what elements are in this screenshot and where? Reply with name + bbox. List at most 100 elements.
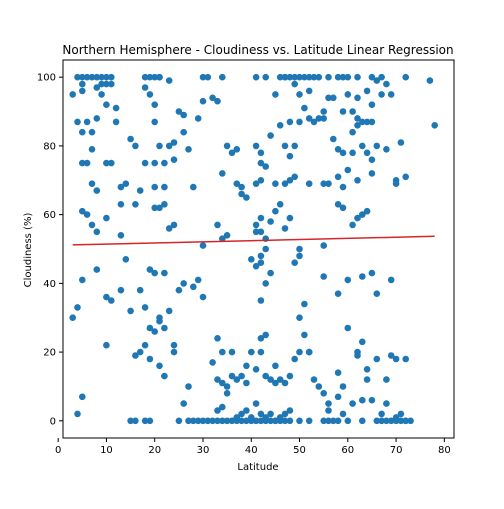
scatter-point: [387, 417, 395, 425]
scatter-point: [79, 87, 86, 95]
scatter-point: [291, 173, 299, 181]
scatter-point: [223, 232, 231, 239]
scatter-point: [378, 417, 385, 425]
scatter-point: [257, 159, 265, 167]
scatter-point: [74, 410, 81, 418]
scatter-point: [272, 207, 279, 215]
scatter-point: [320, 273, 328, 280]
scatter-point: [330, 94, 337, 102]
scatter-point: [291, 355, 299, 363]
scatter-point: [151, 73, 158, 81]
scatter-point: [325, 180, 332, 187]
scatter-point: [339, 108, 347, 115]
scatter-point: [117, 201, 125, 208]
scatter-point: [161, 372, 168, 380]
scatter-point: [190, 417, 197, 425]
scatter-point: [170, 139, 178, 146]
scatter-point: [117, 286, 125, 294]
scatter-point: [151, 159, 158, 167]
scatter-point: [305, 87, 313, 95]
scatter-point: [383, 400, 390, 407]
scatter-point: [199, 242, 207, 249]
scatter-point: [359, 396, 366, 404]
scatter-point: [214, 221, 221, 229]
scatter-point: [161, 159, 168, 167]
scatter-point: [349, 149, 356, 157]
scatter-point: [127, 307, 134, 315]
scatter-point: [141, 159, 149, 167]
scatter-point: [238, 410, 245, 418]
scatter-point: [276, 122, 284, 129]
scatter-point: [344, 91, 352, 98]
scatter-point: [373, 290, 381, 298]
scatter-point: [132, 352, 139, 359]
scatter-point: [74, 304, 81, 311]
scatter-point: [305, 73, 313, 81]
scatter-point: [320, 242, 328, 249]
scatter-point: [79, 276, 86, 284]
scatter-point: [88, 128, 96, 136]
scatter-point: [252, 73, 260, 81]
scatter-point: [108, 80, 115, 88]
scatter-point: [170, 156, 178, 163]
scatter-point: [407, 417, 414, 425]
y-tick-label: 20: [43, 348, 56, 359]
scatter-point: [334, 290, 342, 298]
scatter-point: [310, 376, 318, 383]
scatter-point: [165, 142, 173, 150]
scatter-point: [209, 359, 216, 366]
scatter-point: [175, 417, 183, 425]
scatter-point: [320, 390, 328, 397]
scatter-point: [161, 324, 168, 332]
scatter-point: [257, 177, 265, 184]
scatter-point: [180, 400, 187, 407]
scatter-point: [383, 376, 390, 383]
scatter-point: [156, 73, 163, 81]
scatter-point: [363, 118, 371, 126]
scatter-point: [219, 73, 226, 81]
scatter-point: [354, 214, 361, 222]
scatter-point: [296, 417, 303, 425]
x-tick-label: 10: [100, 445, 113, 456]
scatter-point: [165, 225, 173, 232]
scatter-point: [223, 383, 231, 390]
scatter-point: [387, 352, 395, 359]
scatter-point: [219, 403, 226, 411]
scatter-point: [161, 269, 168, 277]
y-tick-label: 60: [43, 210, 56, 221]
scatter-point: [122, 255, 130, 263]
x-tick-label: 40: [245, 445, 258, 456]
scatter-point: [214, 97, 221, 105]
scatter-point: [267, 376, 274, 383]
scatter-point: [156, 142, 163, 150]
scatter-point: [136, 286, 144, 294]
scatter-point: [315, 73, 323, 81]
scatter-point: [267, 417, 274, 425]
scatter-point: [88, 221, 96, 229]
scatter-point: [354, 94, 361, 102]
scatter-point: [320, 108, 328, 115]
scatter-point: [296, 348, 303, 356]
scatter-point: [98, 91, 105, 98]
scatter-point: [170, 221, 178, 229]
scatter-point: [334, 173, 342, 181]
scatter-point: [272, 91, 279, 98]
scatter-point: [112, 104, 120, 112]
scatter-point: [98, 80, 105, 88]
scatter-point: [305, 115, 313, 122]
scatter-point: [325, 407, 332, 414]
scatter-point: [344, 73, 352, 81]
x-tick-label: 20: [148, 445, 161, 456]
scatter-point: [281, 417, 289, 425]
scatter-point: [146, 417, 154, 425]
scatter-point: [334, 393, 342, 401]
scatter-point: [267, 269, 274, 277]
scatter-point: [74, 118, 81, 126]
scatter-point: [354, 352, 361, 359]
scatter-point: [426, 77, 434, 84]
scatter-point: [368, 269, 376, 277]
scatter-point: [281, 142, 289, 150]
scatter-point: [339, 73, 347, 81]
x-tick-label: 0: [55, 445, 61, 456]
scatter-point: [146, 355, 154, 363]
